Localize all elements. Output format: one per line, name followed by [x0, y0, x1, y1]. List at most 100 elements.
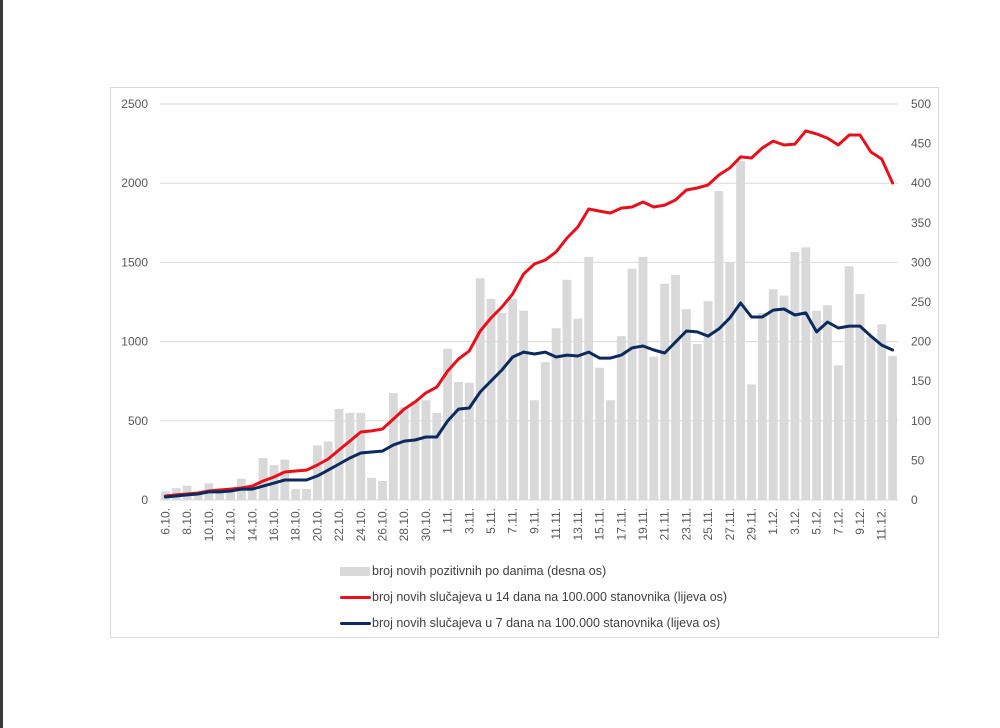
line-series	[163, 129, 895, 499]
bar	[866, 336, 876, 500]
x-axis-tick: 11.12.	[875, 508, 889, 540]
left-axis-tick: 1000	[121, 335, 148, 349]
left-axis-tick: 0	[141, 493, 148, 507]
bar	[530, 400, 539, 500]
x-axis-tick: 7.11.	[506, 508, 520, 534]
legend-item-14day: broj novih slučajeva u 14 dana na 100.00…	[340, 584, 727, 610]
right-axis: 0 50 100 150 200 250 300 350 400 450 500	[911, 97, 931, 507]
right-axis-tick: 200	[911, 335, 931, 349]
bar	[736, 161, 746, 501]
bar	[790, 252, 800, 500]
x-axis-tick: 9.12.	[853, 508, 867, 535]
bar	[812, 310, 822, 500]
bar	[823, 305, 832, 500]
bar	[573, 318, 583, 500]
left-axis-tick: 2500	[121, 97, 148, 111]
right-axis-tick: 100	[911, 414, 931, 428]
bar	[421, 400, 431, 500]
bar	[703, 301, 713, 500]
legend-item-7day: broj novih slučajeva u 7 dana na 100.000…	[340, 610, 727, 636]
left-axis-tick: 1500	[121, 255, 148, 269]
window-edge	[0, 0, 3, 728]
x-axis-tick: 23.11.	[679, 508, 693, 540]
bar	[649, 356, 659, 500]
legend-label: broj novih slučajeva u 14 dana na 100.00…	[372, 590, 728, 604]
legend-swatch-red-line	[340, 595, 371, 599]
bar	[334, 408, 344, 500]
bar	[660, 283, 670, 500]
bar	[595, 367, 604, 500]
bar	[627, 268, 637, 500]
x-axis: 6.10. 8.10. 10.10. 12.10. 14.10. 16.10. 18.10.…	[158, 499, 898, 541]
x-axis-tick: 9.11.	[527, 508, 541, 534]
x-axis-tick: 19.11.	[636, 508, 650, 540]
bar	[291, 488, 301, 500]
legend: broj novih pozitivnih po danima (desna o…	[340, 558, 727, 636]
bar	[757, 313, 767, 500]
bar	[519, 310, 528, 500]
bar	[562, 279, 572, 500]
bar	[312, 445, 322, 500]
legend-swatch-bar	[340, 566, 370, 576]
x-axis-tick: 12.10.	[224, 508, 238, 541]
bar	[302, 488, 311, 500]
bar	[638, 256, 648, 500]
bar	[551, 328, 561, 500]
bar	[475, 278, 485, 500]
bar	[801, 247, 811, 500]
legend-item-bars: broj novih pozitivnih po danima (desna o…	[340, 558, 727, 584]
x-axis-tick: 8.10.	[180, 508, 194, 535]
x-axis-tick: 18.10.	[289, 508, 303, 541]
x-axis-tick: 16.10.	[267, 508, 281, 541]
bar	[540, 362, 550, 500]
bar	[714, 191, 724, 500]
right-axis-tick: 350	[911, 216, 931, 230]
right-axis-tick: 50	[911, 453, 925, 467]
bar	[193, 492, 203, 500]
bar	[508, 298, 518, 500]
x-axis-tick: 21.11.	[658, 508, 672, 540]
x-axis-tick: 1.12.	[766, 508, 780, 535]
bar	[486, 298, 496, 500]
x-axis-tick: 17.11.	[614, 508, 628, 540]
bar	[443, 348, 453, 500]
x-axis-tick: 3.12.	[788, 508, 802, 535]
x-axis-tick: 25.11.	[701, 508, 715, 540]
x-axis-tick: 10.10.	[202, 508, 216, 541]
bar	[378, 480, 387, 500]
x-axis-tick: 30.10.	[419, 508, 433, 541]
x-axis-tick: 29.11.	[744, 508, 758, 540]
bar	[215, 489, 225, 500]
bar	[855, 294, 865, 500]
bar	[258, 458, 268, 500]
left-axis-tick: 2000	[121, 176, 148, 190]
bar	[681, 309, 691, 500]
legend-label: broj novih slučajeva u 7 dana na 100.000…	[372, 616, 721, 630]
bar	[616, 336, 626, 500]
bar	[844, 266, 854, 500]
x-axis-tick: 5.12.	[810, 508, 824, 535]
x-axis-tick: 27.11.	[723, 508, 737, 540]
bar	[671, 275, 680, 500]
bar	[497, 313, 507, 500]
bar	[605, 400, 615, 500]
line-7day	[163, 301, 895, 499]
x-axis-tick: 6.10.	[158, 508, 172, 535]
x-axis-tick: 11.11.	[549, 508, 563, 540]
right-axis-tick: 150	[911, 374, 931, 388]
x-axis-tick: 20.10.	[310, 508, 324, 541]
right-axis-tick: 250	[911, 295, 931, 309]
bar	[877, 324, 887, 500]
x-axis-tick: 22.10.	[332, 508, 346, 541]
bar	[833, 365, 843, 500]
x-axis-tick: 28.10.	[397, 508, 411, 541]
bar-series	[161, 161, 897, 501]
x-axis-tick: 5.11.	[484, 508, 498, 534]
bar	[464, 382, 474, 500]
right-axis-tick: 300	[911, 255, 931, 269]
right-axis-tick: 450	[911, 137, 931, 151]
x-axis-tick: 14.10.	[245, 508, 259, 541]
bar	[584, 256, 594, 500]
right-axis-tick: 400	[911, 176, 931, 190]
bar	[725, 262, 735, 500]
